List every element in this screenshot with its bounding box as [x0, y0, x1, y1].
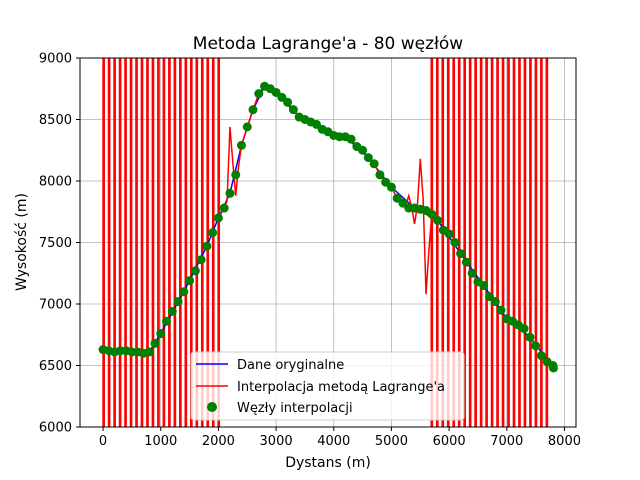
interpolation-node — [248, 105, 258, 115]
x-axis-label: Dystans (m) — [285, 455, 371, 471]
interpolation-node — [369, 159, 379, 169]
legend-label-interpolation: Interpolacja metodą Lagrange'a — [237, 380, 445, 395]
interpolation-node — [196, 255, 206, 265]
y-tick-label: 7000 — [39, 298, 72, 313]
interpolation-node — [375, 170, 385, 180]
interpolation-node — [156, 329, 166, 339]
interpolation-node — [208, 228, 218, 238]
y-tick-label: 8000 — [39, 175, 72, 190]
x-tick-label: 0 — [99, 434, 107, 449]
interpolation-node — [456, 249, 466, 259]
interpolation-node — [433, 215, 443, 225]
legend-swatch-nodes — [207, 402, 217, 412]
y-axis-label: Wysokość (m) — [14, 193, 30, 291]
interpolation-node — [450, 238, 460, 247]
x-tick-label: 4000 — [317, 434, 350, 449]
interpolation-node — [185, 276, 195, 286]
interpolation-node — [519, 324, 529, 334]
y-tick-label: 6500 — [39, 359, 72, 374]
x-tick-label: 5000 — [375, 434, 408, 449]
x-tick-label: 7000 — [490, 434, 523, 449]
y-tick-label: 9000 — [39, 52, 72, 67]
interpolation-node — [358, 145, 368, 155]
interpolation-node — [162, 316, 172, 326]
interpolation-node — [531, 341, 541, 351]
y-tick-label: 6000 — [39, 421, 72, 436]
interpolation-node — [525, 332, 535, 342]
interpolation-node — [254, 89, 264, 99]
interpolation-node — [167, 306, 177, 316]
interpolation-node — [202, 241, 212, 251]
interpolation-node — [346, 134, 356, 144]
x-tick-label: 3000 — [260, 434, 293, 449]
interpolation-node — [179, 287, 189, 297]
interpolation-node — [549, 363, 559, 373]
interpolation-node — [479, 281, 489, 291]
plot-area — [98, 58, 559, 427]
interpolation-node — [150, 338, 160, 348]
interpolation-node — [288, 105, 298, 115]
legend-label-original: Dane oryginalne — [237, 358, 344, 373]
interpolation-node — [427, 209, 437, 219]
legend-box — [190, 351, 465, 421]
interpolation-node — [236, 140, 246, 150]
legend: Dane oryginalne Interpolacja metodą Lagr… — [190, 351, 465, 421]
interpolation-node — [225, 188, 235, 198]
ticks: 0 1000 2000 3000 4000 5000 6000 7000 8000 6000 650… — [39, 52, 581, 450]
interpolation-node — [461, 257, 471, 267]
x-tick-label: 6000 — [433, 434, 466, 449]
interpolation-node — [496, 305, 506, 315]
interpolation-node — [386, 182, 396, 192]
chart-title: Metoda Lagrange'a - 80 węzłów — [193, 34, 464, 54]
x-tick-label: 1000 — [144, 434, 177, 449]
interpolation-node — [190, 266, 200, 276]
interpolation-node — [536, 351, 546, 361]
interpolation-node — [467, 268, 477, 278]
interpolation-node — [213, 213, 223, 223]
interpolation-node — [283, 97, 293, 107]
y-tick-label: 8500 — [39, 113, 72, 128]
x-tick-label: 2000 — [202, 434, 235, 449]
interpolation-node — [444, 229, 454, 239]
interpolation-node — [242, 122, 252, 132]
interpolation-node — [231, 170, 241, 180]
interpolation-node — [144, 347, 154, 357]
x-tick-label: 8000 — [548, 434, 581, 449]
interpolation-node — [219, 203, 229, 213]
interpolation-node — [173, 297, 183, 307]
interpolation-node — [490, 297, 500, 307]
y-tick-label: 7500 — [39, 236, 72, 251]
legend-label-nodes: Węzły interpolacji — [237, 401, 353, 416]
interpolation-node — [363, 153, 373, 163]
